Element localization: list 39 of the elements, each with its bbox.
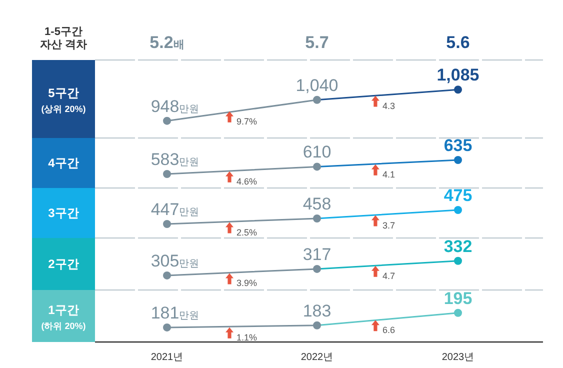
data-label: 317 (302, 244, 332, 264)
text: 5.6 (446, 33, 470, 52)
data-label: 447만원 (150, 200, 200, 219)
chart-title: 5구간 (48, 86, 79, 100)
chart-title: 3구간 (48, 206, 79, 220)
x-tick-label: 2023년 (442, 352, 474, 363)
annotation: 4.1 (382, 169, 395, 180)
data-label: 610 (302, 142, 332, 162)
text: 5.2배 (150, 33, 184, 52)
text: 1.1% (236, 332, 258, 342)
text: 5.7 (305, 33, 329, 52)
data-label: 181만원 (150, 303, 200, 322)
text: 2.5% (236, 227, 258, 238)
x-tick-label: 2021년 (150, 352, 184, 363)
data-label: 948만원 (150, 96, 200, 116)
data-label: 332 (444, 236, 472, 256)
chart-title: 1구간 (48, 303, 79, 317)
data-label: 475 (444, 186, 472, 205)
chart-title: 2구간 (48, 257, 79, 271)
annotation: 4.7 (382, 270, 395, 281)
annotation: 6.6 (382, 325, 395, 336)
data-label: 458 (302, 194, 332, 214)
chart-title: 4구간 (48, 156, 79, 170)
annotation: 9.7% (236, 116, 258, 126)
annotation: 4.3 (382, 100, 395, 111)
data-label: 583만원 (150, 150, 200, 169)
data-label: 183 (302, 301, 332, 320)
annotation: 3.7 (382, 220, 395, 230)
data-label: 1,085 (436, 66, 480, 85)
text: 1-5구간 자산 격차 (40, 26, 88, 51)
data-label: 1,040 (296, 76, 338, 95)
data-label: 195 (444, 288, 472, 308)
text: (상위 20%) (41, 104, 86, 114)
text: 3.9% (236, 278, 258, 288)
text: 4.6% (236, 176, 258, 186)
data-label: 635 (444, 136, 472, 155)
x-tick-label: 2022년 (300, 352, 334, 363)
text: (하위 20%) (41, 321, 86, 331)
data-label: 305만원 (150, 251, 200, 270)
